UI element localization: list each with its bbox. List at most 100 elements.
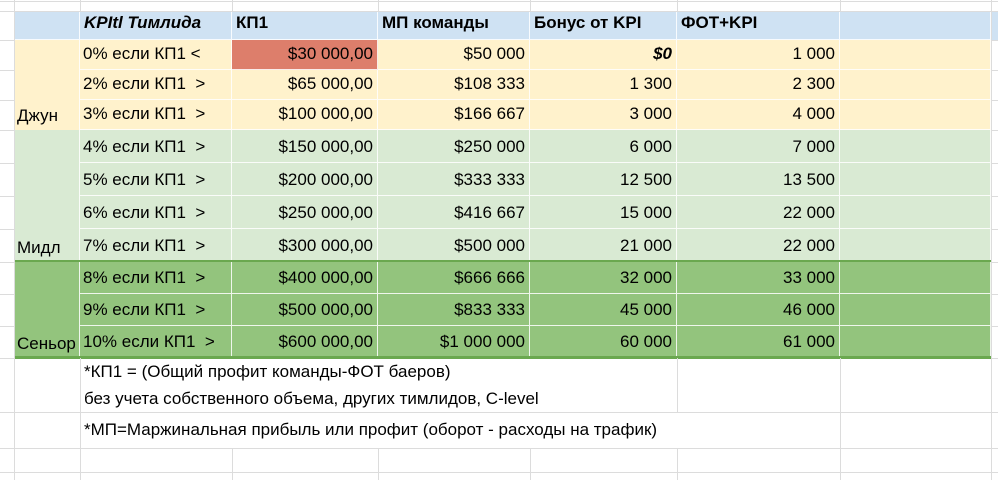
gridline bbox=[991, 100, 998, 101]
cell-filler[interactable] bbox=[840, 196, 991, 229]
cell-condition[interactable]: 2% если КП1 > bbox=[80, 70, 232, 100]
cell-condition[interactable]: 4% если КП1 > bbox=[80, 130, 232, 163]
header-cell-bonus-ot-kpi[interactable]: Бонус от KPI bbox=[530, 11, 677, 40]
cell-condition[interactable]: 0% если КП1 < bbox=[80, 40, 232, 70]
cell-kp1[interactable]: $200 000,00 bbox=[232, 163, 378, 196]
cell-mp[interactable]: $250 000 bbox=[378, 130, 530, 163]
note-kp1-line1: *КП1 = (Общий профит команды-ФОТ баеров) bbox=[84, 362, 451, 381]
cell-condition[interactable]: 3% если КП1 > bbox=[80, 100, 232, 130]
cell-kp1[interactable]: $400 000,00 bbox=[232, 262, 378, 294]
gridline bbox=[0, 196, 14, 197]
cell-filler[interactable] bbox=[840, 40, 991, 70]
cell-condition[interactable]: 8% если КП1 > bbox=[80, 262, 232, 294]
cell-bonus[interactable]: 21 000 bbox=[530, 229, 677, 262]
gridline bbox=[991, 326, 998, 327]
gridline bbox=[840, 448, 841, 480]
gridline bbox=[840, 412, 841, 448]
cell-fot[interactable]: 22 000 bbox=[677, 196, 840, 229]
cell-kp1[interactable]: $65 000,00 bbox=[232, 70, 378, 100]
gridline bbox=[378, 0, 379, 11]
cell-condition[interactable]: 6% если КП1 > bbox=[80, 196, 232, 229]
header-cell-empty[interactable] bbox=[14, 11, 80, 40]
cell-kp1[interactable]: $300 000,00 bbox=[232, 229, 378, 262]
cell-mp[interactable]: $416 667 bbox=[378, 196, 530, 229]
cell-kp1[interactable]: $250 000,00 bbox=[232, 196, 378, 229]
cell-kp1[interactable]: $150 000,00 bbox=[232, 130, 378, 163]
cell-fot[interactable]: 46 000 bbox=[677, 294, 840, 326]
cell-filler[interactable] bbox=[840, 229, 991, 262]
gridline bbox=[677, 448, 678, 480]
cell-mp[interactable]: $333 333 bbox=[378, 163, 530, 196]
cell-condition[interactable]: 10% если КП1 > bbox=[80, 326, 232, 358]
cell-mp[interactable]: $166 667 bbox=[378, 100, 530, 130]
gridline bbox=[991, 358, 998, 359]
cell-bonus[interactable]: 12 500 bbox=[530, 163, 677, 196]
note-mp-text: *МП=Маржинальная прибыль или профит (обо… bbox=[84, 420, 658, 439]
gridline bbox=[0, 448, 998, 449]
cell-condition[interactable]: 5% если КП1 > bbox=[80, 163, 232, 196]
cell-filler[interactable] bbox=[840, 163, 991, 196]
cell-kp1-highlighted[interactable]: $30 000,00 bbox=[232, 40, 378, 70]
cell-fot[interactable]: 7 000 bbox=[677, 130, 840, 163]
gridline bbox=[0, 229, 14, 230]
header-cell-mp-komandy[interactable]: МП команды bbox=[378, 11, 530, 40]
gridline bbox=[677, 0, 678, 11]
cell-bonus[interactable]: 60 000 bbox=[530, 326, 677, 358]
gridline bbox=[0, 294, 14, 295]
cell-mp[interactable]: $500 000 bbox=[378, 229, 530, 262]
cell-mp[interactable]: $666 666 bbox=[378, 262, 530, 294]
cell-mp[interactable]: $50 000 bbox=[378, 40, 530, 70]
kpi-table: KPItl Тимлида КП1 МП команды Бонус от KP… bbox=[14, 11, 991, 358]
cell-filler[interactable] bbox=[840, 326, 991, 358]
header-cell-fot-kpi[interactable]: ФОТ+KPI bbox=[677, 11, 840, 40]
cell-filler[interactable] bbox=[840, 130, 991, 163]
cell-mp[interactable]: $108 333 bbox=[378, 70, 530, 100]
cell-fot[interactable]: 1 000 bbox=[677, 40, 840, 70]
cell-fot[interactable]: 13 500 bbox=[677, 163, 840, 196]
group-label-mid[interactable]: Мидл bbox=[14, 130, 80, 262]
header-cell-filler[interactable] bbox=[840, 11, 991, 40]
note-mp[interactable]: *МП=Маржинальная прибыль или профит (обо… bbox=[84, 412, 657, 448]
gridline bbox=[991, 229, 998, 230]
gridline bbox=[80, 0, 81, 11]
header-cell-sliver bbox=[991, 11, 998, 40]
note-kp1[interactable]: *КП1 = (Общий профит команды-ФОТ баеров)… bbox=[84, 358, 539, 412]
gridline bbox=[0, 100, 14, 101]
cell-condition[interactable]: 7% если КП1 > bbox=[80, 229, 232, 262]
header-cell-kpi-timlida[interactable]: KPItl Тимлида bbox=[80, 11, 232, 40]
cell-mp[interactable]: $1 000 000 bbox=[378, 326, 530, 358]
cell-kp1[interactable]: $100 000,00 bbox=[232, 100, 378, 130]
senior-group-bottom-border bbox=[14, 356, 991, 359]
cell-kp1[interactable]: $500 000,00 bbox=[232, 294, 378, 326]
cell-mp[interactable]: $833 333 bbox=[378, 294, 530, 326]
gridline bbox=[232, 448, 233, 480]
cell-filler[interactable] bbox=[840, 100, 991, 130]
cell-bonus[interactable]: 32 000 bbox=[530, 262, 677, 294]
cell-bonus[interactable]: $0 bbox=[530, 40, 677, 70]
header-cell-kp1[interactable]: КП1 bbox=[232, 11, 378, 40]
gridline bbox=[232, 0, 233, 11]
cell-filler[interactable] bbox=[840, 294, 991, 326]
cell-condition[interactable]: 9% если КП1 > bbox=[80, 294, 232, 326]
cell-bonus[interactable]: 45 000 bbox=[530, 294, 677, 326]
gridline bbox=[840, 0, 841, 11]
group-label-jun[interactable]: Джун bbox=[14, 40, 80, 130]
cell-bonus[interactable]: 6 000 bbox=[530, 130, 677, 163]
cell-filler[interactable] bbox=[840, 70, 991, 100]
senior-group-top-border bbox=[14, 260, 991, 262]
cell-filler[interactable] bbox=[840, 262, 991, 294]
cell-kp1[interactable]: $600 000,00 bbox=[232, 326, 378, 358]
group-label-sen[interactable]: Сеньор bbox=[14, 262, 80, 358]
cell-bonus[interactable]: 1 300 bbox=[530, 70, 677, 100]
cell-fot[interactable]: 61 000 bbox=[677, 326, 840, 358]
cell-fot[interactable]: 33 000 bbox=[677, 262, 840, 294]
cell-bonus[interactable]: 15 000 bbox=[530, 196, 677, 229]
gridline bbox=[0, 1, 998, 2]
gridline bbox=[991, 196, 998, 197]
cell-fot[interactable]: 2 300 bbox=[677, 70, 840, 100]
gridline bbox=[991, 0, 992, 480]
cell-bonus[interactable]: 3 000 bbox=[530, 100, 677, 130]
cell-fot[interactable]: 22 000 bbox=[677, 229, 840, 262]
cell-fot[interactable]: 4 000 bbox=[677, 100, 840, 130]
